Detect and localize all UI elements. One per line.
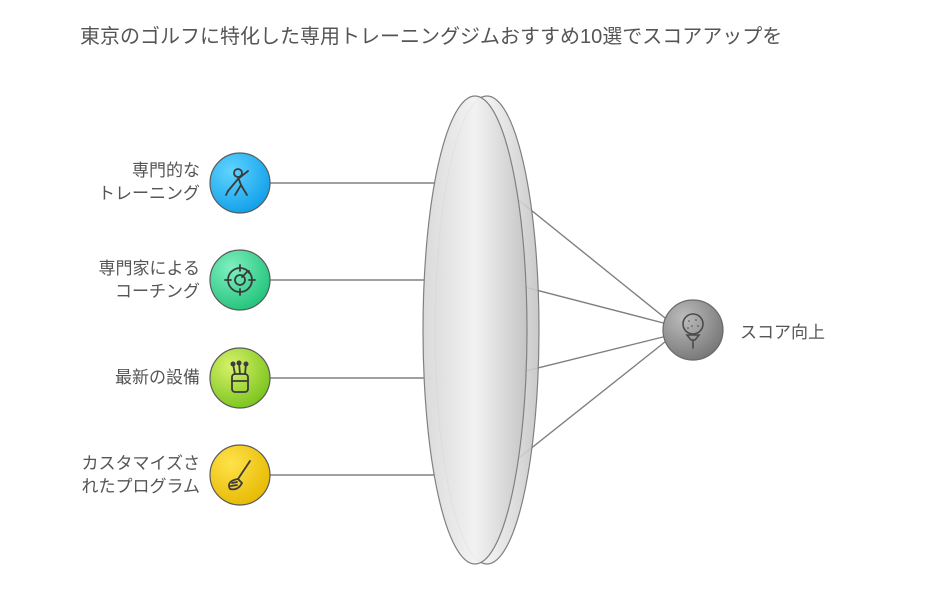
item-label-1: 専門家によるコーチング (50, 258, 200, 304)
item-circle-1 (210, 250, 270, 310)
diagram-stage: { "title": { "text": "東京のゴルフに特化した専用トレーニン… (0, 0, 945, 602)
page-title: 東京のゴルフに特化した専用トレーニングジムおすすめ10選でスコアアップを (80, 20, 782, 49)
item-label-0: 専門的なトレーニング (60, 160, 200, 206)
target-label: スコア向上 (740, 322, 825, 345)
item-label-2: 最新の設備 (60, 367, 200, 390)
item-label-3: カスタマイズされたプログラム (40, 453, 200, 499)
lens-front (423, 96, 527, 564)
item-circle-2 (210, 348, 270, 408)
target-circle (663, 300, 723, 360)
